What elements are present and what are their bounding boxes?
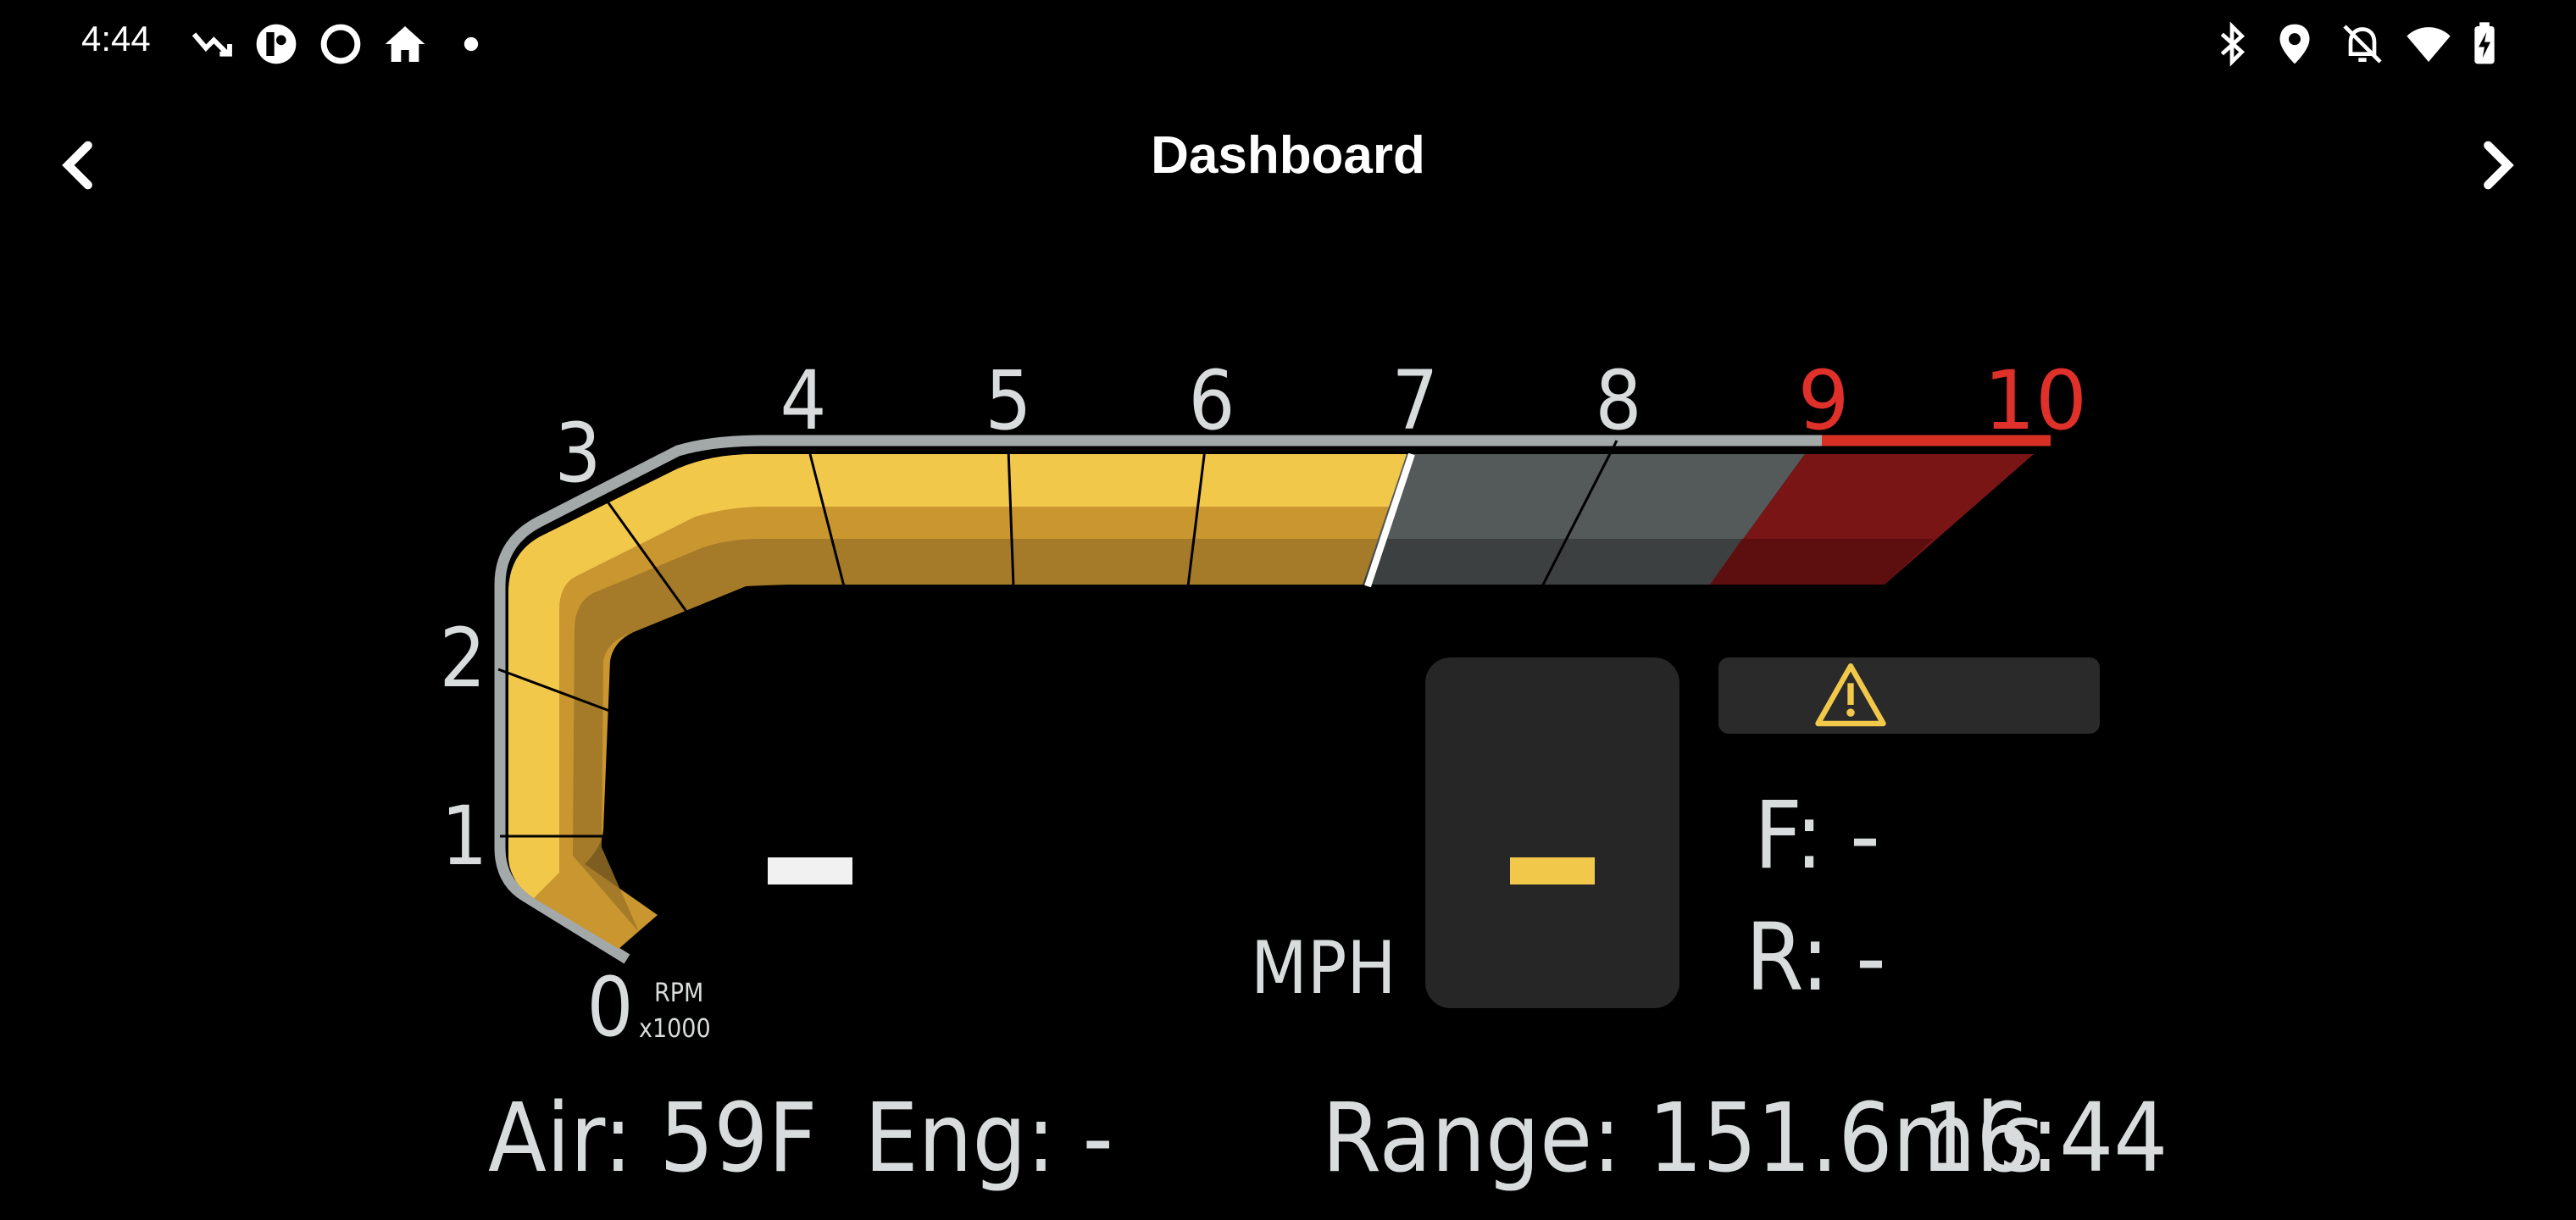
warning-panel [1718,657,2100,734]
rpm-multiplier-label: x1000 [639,1014,711,1044]
rpm-band-inactive-shadow [1363,539,1742,585]
notifications-off-icon [2343,25,2382,64]
home-icon [385,26,425,62]
front-tire-pressure: F: - [1754,781,1880,890]
speed-unit-label: MPH [1251,926,1396,1011]
app-icon [256,24,297,64]
tick-label-1: 1 [441,789,488,884]
tick-label-10: 10 [1984,353,2087,448]
engine-temperature: Eng: - [864,1084,1113,1194]
status-time: 4:44 [81,19,151,58]
bluetooth-icon [2220,21,2246,67]
dot-icon [464,36,479,52]
air-temperature: Air: 59F [488,1084,817,1194]
rpm-band-shadow [573,539,1383,932]
chevron-left-icon [62,141,92,190]
location-icon [2279,24,2310,64]
status-bar: 4:44 [0,0,2576,85]
tick-label-4: 4 [780,353,827,448]
wifi-icon [2407,27,2451,62]
gear-indicator [1425,657,1679,1008]
rpm-needle [1364,452,1415,588]
page-title: Dashboard [1151,126,1425,185]
tick-label-5: 5 [985,353,1032,448]
missed-call-icon [192,32,232,57]
chevron-right-icon [2484,141,2514,190]
rpm-band-highlight [508,454,1407,898]
gear-value-placeholder [1510,857,1595,884]
back-button[interactable] [34,119,127,212]
tick-label-3: 3 [555,406,602,501]
tick-label-7: 7 [1392,353,1439,448]
rpm-unit-label: RPM [654,979,703,1008]
tick-label-2: 2 [440,611,486,706]
rpm-band-redline-shadow [1710,539,1934,585]
range-readout: Range: 151.6mls [1322,1084,2044,1194]
rear-tire-pressure: R: - [1746,903,1886,1012]
tick-label-8: 8 [1596,353,1642,448]
warning-triangle-icon [1815,663,1886,727]
forward-button[interactable] [2449,119,2542,212]
speed-value-placeholder [768,857,852,884]
circle-icon [320,24,361,64]
clock-readout: 16:44 [1922,1084,2168,1194]
tick-label-6: 6 [1189,353,1235,448]
gauge-frame [494,435,1822,964]
tick-label-9: 9 [1797,353,1849,448]
battery-charging-icon [2474,22,2495,64]
tick-label-0: 0 [587,960,634,1055]
